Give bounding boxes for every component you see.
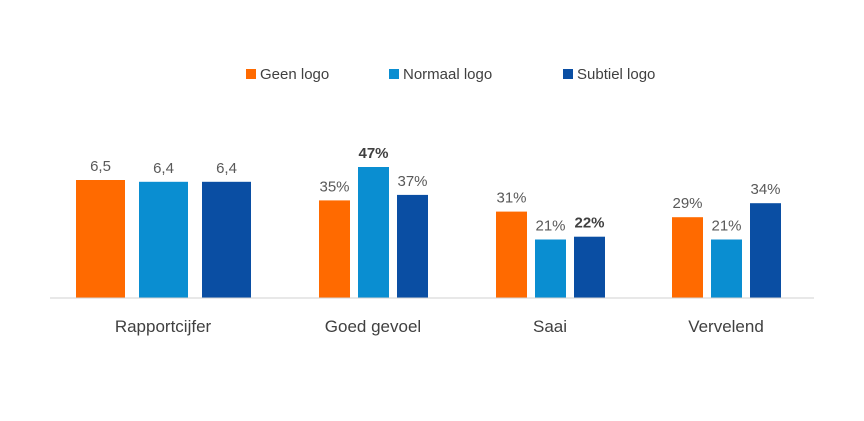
data-label: 29% [672,195,702,212]
category-label: Vervelend [688,317,764,336]
data-label: 6,5 [90,158,111,175]
legend-label: Subtiel logo [577,66,655,83]
data-label: 6,4 [216,160,237,177]
data-label: 21% [535,218,565,235]
bar [535,239,566,298]
legend: Geen logo Normaal logo Subtiel logo [246,66,655,83]
data-label: 34% [750,181,780,198]
bar [76,180,125,298]
bar [139,181,188,298]
data-label: 31% [496,190,526,207]
data-label: 35% [319,178,349,195]
bar [711,239,742,298]
legend-item-subtiel-logo: Subtiel logo [563,66,655,83]
legend-item-geen-logo: Geen logo [246,66,329,83]
legend-swatch [389,69,399,79]
data-label: 21% [711,218,741,235]
bar [358,167,389,298]
category-labels-layer: Rapportcijfer Goed gevoel Saai Vervelend [115,317,764,336]
bar [397,194,428,298]
category-label: Goed gevoel [325,317,421,336]
data-label: 37% [397,173,427,190]
data-labels-layer: 6,5 6,4 6,4 35% 47% 37% 31% 21% 22% 29% 21% 34% [90,145,780,235]
data-label: 47% [358,145,388,162]
bar [496,211,527,298]
bars-layer [76,167,781,298]
bar [202,181,251,298]
legend-item-normaal-logo: Normaal logo [389,66,492,83]
legend-swatch [246,69,256,79]
legend-label: Normaal logo [403,66,492,83]
data-label: 6,4 [153,160,174,177]
bar [750,203,781,298]
bar [574,236,605,298]
bar [672,217,703,298]
legend-label: Geen logo [260,66,329,83]
legend-swatch [563,69,573,79]
category-label: Saai [533,317,567,336]
data-label: 22% [574,215,604,232]
bar [319,200,350,298]
category-label: Rapportcijfer [115,317,212,336]
